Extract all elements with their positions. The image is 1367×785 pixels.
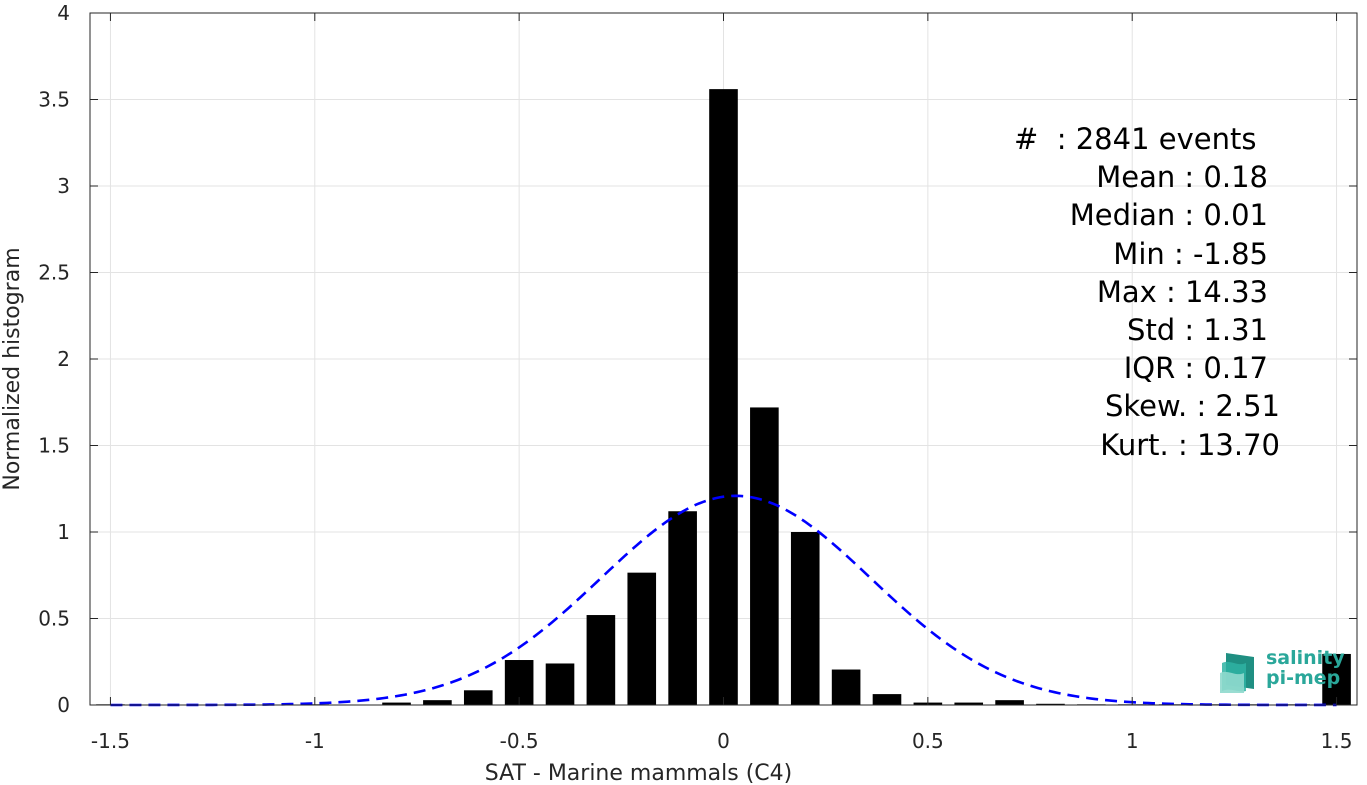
y-tick-label: 3.5 bbox=[38, 88, 70, 112]
x-tick-label: -0.5 bbox=[500, 729, 539, 753]
x-tick-label: 1 bbox=[1126, 729, 1139, 753]
histogram-bar bbox=[423, 700, 452, 705]
logo-line1: salinity bbox=[1266, 647, 1345, 669]
x-axis-label: SAT - Marine mammals (C4) bbox=[485, 761, 793, 785]
y-tick-label: 2.5 bbox=[38, 261, 70, 285]
histogram-bar bbox=[790, 532, 820, 705]
stat-median: Median : 0.01 bbox=[1069, 198, 1268, 233]
histogram-bar bbox=[1036, 703, 1065, 705]
histogram-bar bbox=[545, 663, 575, 705]
stat-std: Std : 1.31 bbox=[1127, 313, 1268, 348]
y-tick-label: 1.5 bbox=[38, 434, 70, 458]
histogram-bar bbox=[668, 511, 697, 705]
stat-iqr: IQR : 0.17 bbox=[1123, 351, 1268, 386]
stat-min: Min : -1.85 bbox=[1113, 236, 1268, 271]
histogram-bar bbox=[954, 702, 984, 705]
x-tick-label: -1.5 bbox=[91, 729, 130, 753]
stat-skew: Skew. : 2.51 bbox=[1104, 389, 1280, 424]
y-tick-label: 3 bbox=[57, 174, 70, 198]
logo-line2: pi-mep bbox=[1266, 667, 1341, 689]
y-tick-label: 2 bbox=[57, 347, 70, 371]
y-tick-label: 0.5 bbox=[38, 607, 70, 631]
x-tick-label: 0.5 bbox=[912, 729, 944, 753]
histogram-bar bbox=[831, 669, 861, 705]
histogram-bar bbox=[627, 572, 657, 705]
ticks: -1.5 -1 -0.5 0 0.5 1 1.5 0 0.5 1 1.5 2 2.5 3 3.5 4 bbox=[38, 1, 1357, 753]
stat-max: Max : 14.33 bbox=[1096, 274, 1268, 309]
logo-text: salinity pi-mep bbox=[1266, 648, 1345, 688]
histogram-bar bbox=[586, 615, 616, 705]
stat-mean: Mean : 0.18 bbox=[1096, 160, 1268, 195]
statistics-box: # : 2841 events Mean : 0.18 Median : 0.0… bbox=[960, 120, 1280, 464]
y-tick-label: 4 bbox=[57, 1, 70, 25]
x-tick-label: 1.5 bbox=[1321, 729, 1353, 753]
histogram-bar bbox=[382, 702, 411, 705]
histogram-bar bbox=[872, 694, 902, 705]
stat-kurt: Kurt. : 13.70 bbox=[1100, 427, 1280, 462]
histogram-bar bbox=[995, 700, 1024, 705]
histogram-bar bbox=[709, 89, 738, 706]
logo-waves-icon bbox=[1220, 653, 1254, 693]
histogram-bar bbox=[463, 690, 493, 705]
y-axis-label: Normalized histogram bbox=[0, 247, 25, 490]
stat-count: # : 2841 events bbox=[1014, 122, 1257, 156]
histogram-bar bbox=[1322, 653, 1351, 705]
y-tick-label: 0 bbox=[57, 693, 70, 717]
salinity-pimep-logo: salinity pi-mep bbox=[1216, 645, 1346, 695]
y-tick-label: 1 bbox=[57, 520, 70, 544]
x-tick-label: -1 bbox=[305, 729, 325, 753]
bars bbox=[96, 89, 1351, 706]
histogram-bar bbox=[750, 407, 779, 705]
x-tick-label: 0 bbox=[717, 729, 730, 753]
